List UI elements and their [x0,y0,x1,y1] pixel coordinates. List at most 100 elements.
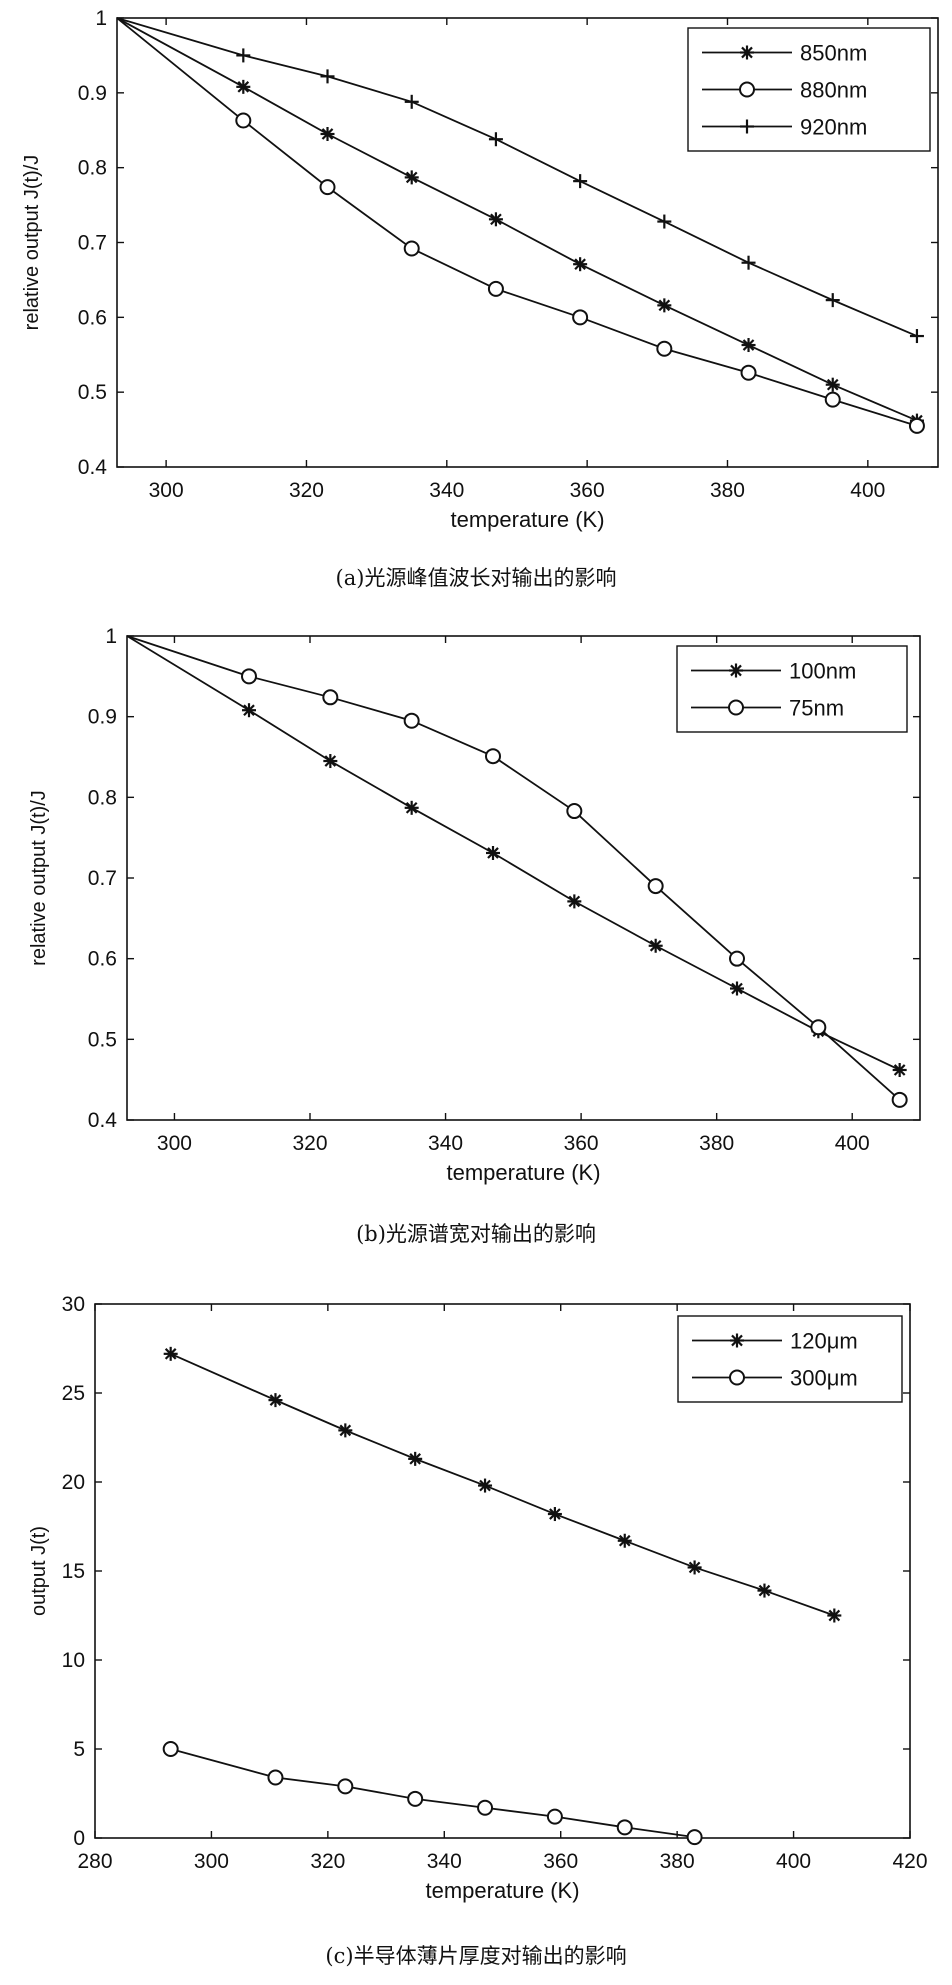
b-series-line-100nm [126,635,901,1071]
c-point-120μm [338,1423,353,1438]
b-point-100nm [648,938,663,953]
b-y-axis-label: relative output J(t)/J [28,790,50,966]
b-point-75nm [566,803,583,820]
b-legend-marker [728,699,744,716]
c-x-tick-label: 320 [310,1850,345,1873]
a-legend-marker [739,81,755,98]
a-point-880nm [824,391,841,408]
b-x-tick-label: 380 [699,1132,734,1155]
b-y-tick-label: 0.5 [88,1028,117,1051]
a-point-920nm [741,255,756,270]
b-point-75nm [322,689,339,706]
a-legend-marker [740,119,754,134]
a-legend-label: 850nm [800,41,867,66]
a-point-850nm [236,79,251,94]
c-point-120μm [757,1583,772,1598]
a-point-880nm [740,364,757,381]
b-point-100nm [892,1062,907,1077]
a-x-tick-label: 300 [149,479,184,502]
c-legend: 120μm 300μm [677,1315,903,1403]
a-y-tick-label: 0.9 [78,82,107,105]
b-legend-box [676,645,908,733]
c-x-tick-label: 280 [77,1850,112,1873]
a-y-tick-label: 0.4 [78,456,108,479]
a-point-920nm [573,174,588,189]
a-x-tick-label: 360 [570,479,605,502]
c-x-tick-label: 300 [194,1850,229,1873]
b-y-tick-label: 0.4 [88,1109,118,1132]
b-y-tick-label: 1 [105,625,117,648]
chart-a: 300 320 340 360 380 400 0.4 0.5 0.6 0.7 0.8 0.9 1 tem… [21,7,939,532]
a-x-tick-label: 320 [289,479,324,502]
a-point-880nm [487,280,504,297]
b-y-tick-label: 0.9 [88,706,117,729]
c-legend-marker [729,1369,745,1386]
c-x-axis-label: temperature (K) [425,1878,579,1903]
a-point-880nm [319,179,336,196]
c-point-300μm [477,1799,494,1816]
a-series-line-920nm [116,17,918,337]
a-point-850nm [320,126,335,141]
b-y-tick-label: 0.6 [88,948,117,971]
a-point-850nm [657,298,672,313]
a-y-tick-label: 1 [95,7,107,30]
a-legend-label: 880nm [800,78,867,103]
a-point-880nm [403,240,420,257]
c-y-tick-label: 0 [73,1827,85,1850]
a-point-920nm [909,329,924,344]
a-legend: 850nm 880nm 920nm [687,27,931,152]
chart-c: 280 300 320 340 360 380 400 420 0 5 10 15 20 25 30 temp… [28,1293,928,1903]
c-x-tick-label: 400 [776,1850,811,1873]
caption-b: (b)光源谱宽对输出的影响 [356,1222,596,1246]
c-legend-label: 300μm [790,1366,858,1391]
c-y-tick-label: 20 [62,1471,85,1494]
a-point-850nm [404,170,419,185]
a-y-tick-label: 0.7 [78,232,107,255]
a-x-tick-label: 380 [710,479,745,502]
b-point-75nm [403,712,420,729]
c-legend-marker [730,1333,744,1348]
a-y-axis-label: relative output J(t)/J [21,155,43,331]
chart-panel-a: 300 320 340 360 380 400 0.4 0.5 0.6 0.7 0.8 0.9 1 tem… [0,0,952,608]
a-point-880nm [908,417,925,434]
c-y-tick-label: 30 [62,1293,85,1316]
b-point-75nm [891,1091,908,1108]
a-point-880nm [656,340,673,357]
c-point-300μm [337,1778,354,1795]
c-x-tick-label: 420 [892,1850,927,1873]
c-point-120μm [163,1346,178,1361]
a-y-tick-label: 0.8 [78,157,107,180]
a-point-920nm [657,214,672,229]
b-x-tick-label: 360 [564,1132,599,1155]
c-point-120μm [687,1560,702,1575]
c-y-tick-label: 5 [73,1738,85,1761]
a-x-tick-label: 400 [850,479,885,502]
c-point-300μm [267,1769,284,1786]
c-point-300μm [686,1829,703,1846]
c-y-axis-label: output J(t) [28,1526,50,1616]
caption-c: (c)半导体薄片厚度对输出的影响 [325,1944,627,1968]
a-x-tick-label: 340 [429,479,464,502]
a-point-850nm [825,377,840,392]
b-y-tick-label: 0.8 [88,786,117,809]
a-point-920nm [825,293,840,308]
c-series-line-120μm [170,1353,835,1617]
a-point-920nm [404,94,419,109]
caption-a: (a)光源峰值波长对输出的影响 [335,566,617,590]
a-x-axis-label: temperature (K) [450,507,604,532]
c-x-tick-label: 360 [543,1850,578,1873]
a-point-880nm [572,309,589,326]
b-point-75nm [241,668,257,685]
a-point-920nm [488,132,503,147]
c-y-tick-label: 25 [62,1382,85,1405]
b-legend: 100nm 75nm [676,645,908,733]
b-x-axis-label: temperature (K) [446,1160,600,1185]
b-point-100nm [486,845,500,860]
b-point-75nm [647,878,664,895]
b-series-line-75nm [126,635,901,1101]
a-legend-label: 920nm [800,115,867,140]
c-point-300μm [407,1790,424,1807]
a-point-850nm [741,338,756,353]
c-point-300μm [162,1741,179,1757]
c-point-120μm [408,1451,423,1466]
